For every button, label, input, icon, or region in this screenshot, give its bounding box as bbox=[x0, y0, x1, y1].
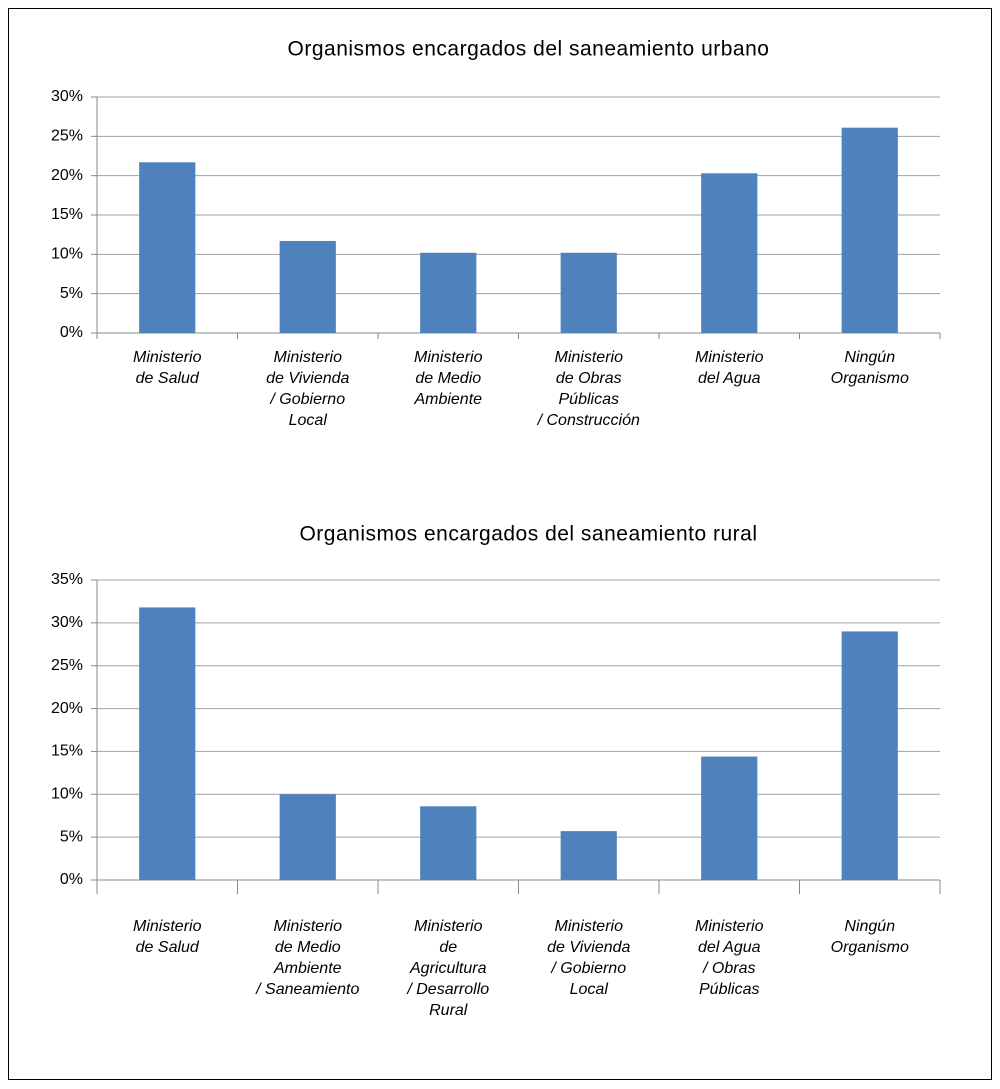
y-tick-label: 0% bbox=[60, 871, 83, 888]
bar bbox=[420, 806, 477, 880]
bar bbox=[560, 831, 617, 880]
bar bbox=[279, 240, 336, 333]
y-tick-label: 5% bbox=[60, 828, 83, 845]
y-tick-label: 15% bbox=[51, 206, 83, 223]
bar bbox=[139, 162, 196, 333]
y-tick-label: 35% bbox=[51, 571, 83, 588]
y-tick-label: 15% bbox=[51, 743, 83, 760]
y-tick-label: 10% bbox=[51, 246, 83, 263]
y-tick-label: 10% bbox=[51, 786, 83, 803]
x-tick-label: Ministerio de Agricultura / Desarrollo R… bbox=[407, 918, 490, 1019]
x-tick-label: Ministerio de Vivienda / Gobierno Local bbox=[547, 918, 631, 998]
y-tick-label: 25% bbox=[51, 128, 83, 145]
x-tick-label: Ministerio del Agua bbox=[695, 349, 764, 387]
x-tick-label: Ministerio de Medio Ambiente / Saneamien… bbox=[256, 918, 360, 998]
bar bbox=[139, 607, 196, 880]
chart-title: Organismos encargados del saneamiento ru… bbox=[299, 523, 757, 546]
y-tick-label: 30% bbox=[51, 614, 83, 631]
bar bbox=[701, 756, 758, 880]
bar bbox=[841, 127, 898, 334]
x-tick-label: Ministerio de Vivienda / Gobierno Local bbox=[266, 349, 350, 429]
bar bbox=[279, 794, 336, 880]
y-tick-label: 0% bbox=[60, 324, 83, 341]
bar bbox=[560, 252, 617, 333]
y-tick-label: 5% bbox=[60, 285, 83, 302]
x-tick-label: Ministerio de Salud bbox=[133, 349, 202, 387]
frame bbox=[8, 8, 992, 1080]
y-tick-label: 30% bbox=[51, 88, 83, 105]
y-tick-label: 20% bbox=[51, 167, 83, 184]
x-tick-label: Ministerio de Medio Ambiente bbox=[414, 349, 483, 408]
x-tick-label: Ningún Organismo bbox=[830, 349, 909, 387]
bar bbox=[701, 173, 758, 333]
bar bbox=[420, 252, 477, 333]
x-tick-label: Ministerio de Salud bbox=[133, 918, 202, 956]
bar bbox=[841, 631, 898, 880]
x-tick-label: Ningún Organismo bbox=[830, 918, 909, 956]
y-tick-label: 20% bbox=[51, 700, 83, 717]
x-tick-label: Ministerio del Agua / Obras Públicas bbox=[695, 918, 764, 998]
chart-title: Organismos encargados del saneamiento ur… bbox=[288, 38, 770, 61]
x-tick-label: Ministerio de Obras Públicas / Construcc… bbox=[537, 349, 640, 429]
y-tick-label: 25% bbox=[51, 657, 83, 674]
